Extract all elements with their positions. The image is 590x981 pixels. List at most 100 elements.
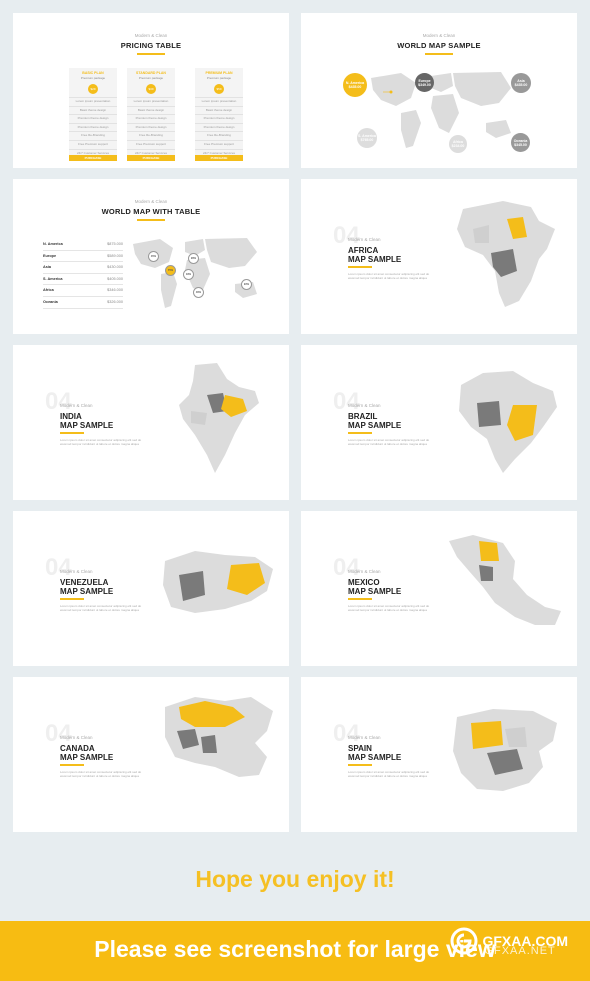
pin-label: 46% <box>195 291 202 294</box>
slide-title-line1: VENEZUELA <box>60 578 109 587</box>
slide-number: 04 <box>45 720 72 747</box>
slide-mexico-map: 04 Modern & Clean MEXICO MAP SAMPLE Lore… <box>301 511 577 666</box>
bubble-europe: Europe $349.00 <box>415 73 434 92</box>
plan-feature: Lorem ipsum presentation <box>195 97 243 106</box>
slide-title: WORLD MAP WITH TABLE <box>101 207 201 216</box>
country-map-graphic <box>453 709 557 791</box>
pricing-plan-card: BASIC PLAN Premium package $29 Lorem ipsu… <box>69 68 117 161</box>
region-value: $430.000 <box>107 265 123 270</box>
slide-number: 04 <box>333 388 360 415</box>
slide-pricing-table: Modern & Clean PRICING TABLE BASIC PLAN … <box>13 13 289 168</box>
plan-feature: Free Re-Branding <box>127 131 175 140</box>
slide-kicker: Modern & Clean <box>60 735 93 740</box>
slide-body-text: Lorem ipsum dolor sit amet consectetur a… <box>348 272 430 280</box>
title-underline <box>137 53 165 55</box>
slide-kicker: Modern & Clean <box>348 237 381 242</box>
purchase-button[interactable]: PURCHASE <box>195 155 243 161</box>
slide-body-text: Lorem ipsum dolor sit amet consectetur a… <box>348 438 430 446</box>
pricing-plan-card: PREMIUM PLAN Premium package $59 Lorem ip… <box>195 68 243 161</box>
slide-body-text: Lorem ipsum dolor sit amet consectetur a… <box>60 770 142 778</box>
bubble-value: $345.00 <box>514 142 527 147</box>
slide-title-line2: MAP SAMPLE <box>60 587 114 596</box>
table-row: S. America $405.000 <box>43 274 123 286</box>
slide-body-text: Lorem ipsum dolor sit amet consectetur a… <box>60 604 142 612</box>
slide-title-line2: MAP SAMPLE <box>348 421 402 430</box>
region-name: Africa <box>43 288 54 293</box>
slide-title: WORLD MAP SAMPLE <box>397 41 481 50</box>
slide-africa-map: 04 Modern & Clean AFRICA MAP SAMPLE Lore… <box>301 179 577 334</box>
purchase-button[interactable]: PURCHASE <box>69 155 117 161</box>
slide-title-line2: MAP SAMPLE <box>348 587 402 596</box>
plan-name: BASIC PLAN <box>82 71 104 75</box>
plan-feature: 24/7 Customer Services <box>127 148 175 158</box>
slide-canada-map: 04 Modern & Clean CANADA MAP SAMPLE Lore… <box>13 677 289 832</box>
plan-feature: 24/7 Customer Services <box>69 148 117 158</box>
title-underline <box>348 266 372 268</box>
world-map-graphic <box>133 238 257 308</box>
region-name: Europe <box>43 253 57 258</box>
slide-kicker: Modern & Clean <box>348 735 381 740</box>
bubble-asia: Asia $435.00 <box>511 73 531 93</box>
slide-title-line1: INDIA <box>60 412 82 421</box>
slide-venezuela-map: 04 Modern & Clean VENEZUELA MAP SAMPLE L… <box>13 511 289 666</box>
bubble-label: Oceania <box>513 138 528 143</box>
slide-body-text: Lorem ipsum dolor sit amet consectetur a… <box>60 438 142 446</box>
bubble-value: $349.00 <box>418 82 431 87</box>
slide-number: 04 <box>45 388 72 415</box>
slide-title-line1: CANADA <box>60 744 95 753</box>
slide-title-line2: MAP SAMPLE <box>60 753 114 762</box>
title-underline <box>137 219 165 221</box>
table-row: Oceania $326.000 <box>43 297 123 309</box>
plan-price: $39 <box>146 84 156 94</box>
plan-subtitle: Premium package <box>80 76 106 80</box>
country-map-graphic <box>459 371 557 473</box>
slide-title-line1: SPAIN <box>348 744 372 753</box>
plan-price: $59 <box>214 84 224 94</box>
country-map-graphic <box>449 535 561 625</box>
title-underline <box>348 764 372 766</box>
slide-number: 04 <box>333 720 360 747</box>
plan-feature: Premium theme design <box>69 122 117 132</box>
slide-kicker: Modern & Clean <box>60 569 93 574</box>
slide-kicker: Modern & Clean <box>60 403 93 408</box>
pin-label: 28% <box>190 257 197 260</box>
region-value: $589.000 <box>107 253 123 258</box>
pin-label: 75% <box>167 269 174 272</box>
bubble-value: $765.00 <box>360 138 374 142</box>
bottom-banner: Please see screenshot for large view GFX… <box>0 921 590 981</box>
country-map-graphic <box>457 201 555 307</box>
region-name: S. America <box>43 276 63 281</box>
bubble-value: $435.00 <box>348 85 362 89</box>
pricing-plan-card: STANDARD PLAN Premium package $39 Lorem i… <box>127 68 175 161</box>
table-row: Europe $589.000 <box>43 251 123 263</box>
pin-label: 45% <box>150 255 157 258</box>
plan-feature: Basic theme design <box>195 105 243 115</box>
slide-title-line2: MAP SAMPLE <box>60 421 114 430</box>
plan-feature: Lorem ipsum presentation <box>127 97 175 106</box>
plan-feature: Free Re-Branding <box>69 131 117 140</box>
map-pin-badge: 45% <box>148 251 159 262</box>
bubble-africa: Africa $234.00 <box>449 135 467 153</box>
bubble-value: $435.00 <box>514 83 528 87</box>
closing-message: Hope you enjoy it! <box>195 866 395 892</box>
slide-number: 04 <box>333 222 360 249</box>
purchase-button[interactable]: PURCHASE <box>127 155 175 161</box>
slide-kicker: Modern & Clean <box>134 199 168 204</box>
slide-india-map: 04 Modern & Clean INDIA MAP SAMPLE Lorem… <box>13 345 289 500</box>
bubble-s-america: S. America $765.00 <box>357 128 377 148</box>
bubble-label: S. America <box>358 134 376 138</box>
slide-body-text: Lorem ipsum dolor sit amet consectetur a… <box>348 604 430 612</box>
slide-number: 04 <box>333 554 360 581</box>
slide-body-text: Lorem ipsum dolor sit amet consectetur a… <box>348 770 430 778</box>
slide-title-line2: MAP SAMPLE <box>348 753 402 762</box>
plan-subtitle: Premium package <box>206 76 232 80</box>
table-row: Africa $346.000 <box>43 285 123 297</box>
plan-feature: Free Re-Branding <box>195 131 243 140</box>
title-underline <box>425 53 453 55</box>
region-value: $326.000 <box>107 299 123 304</box>
plan-feature: Premium theme design <box>127 114 175 123</box>
world-map-graphic <box>371 72 511 148</box>
bubble-label: Africa <box>453 140 463 144</box>
table-row: Asia $430.000 <box>43 262 123 274</box>
bubble-label: N. America <box>345 81 365 85</box>
